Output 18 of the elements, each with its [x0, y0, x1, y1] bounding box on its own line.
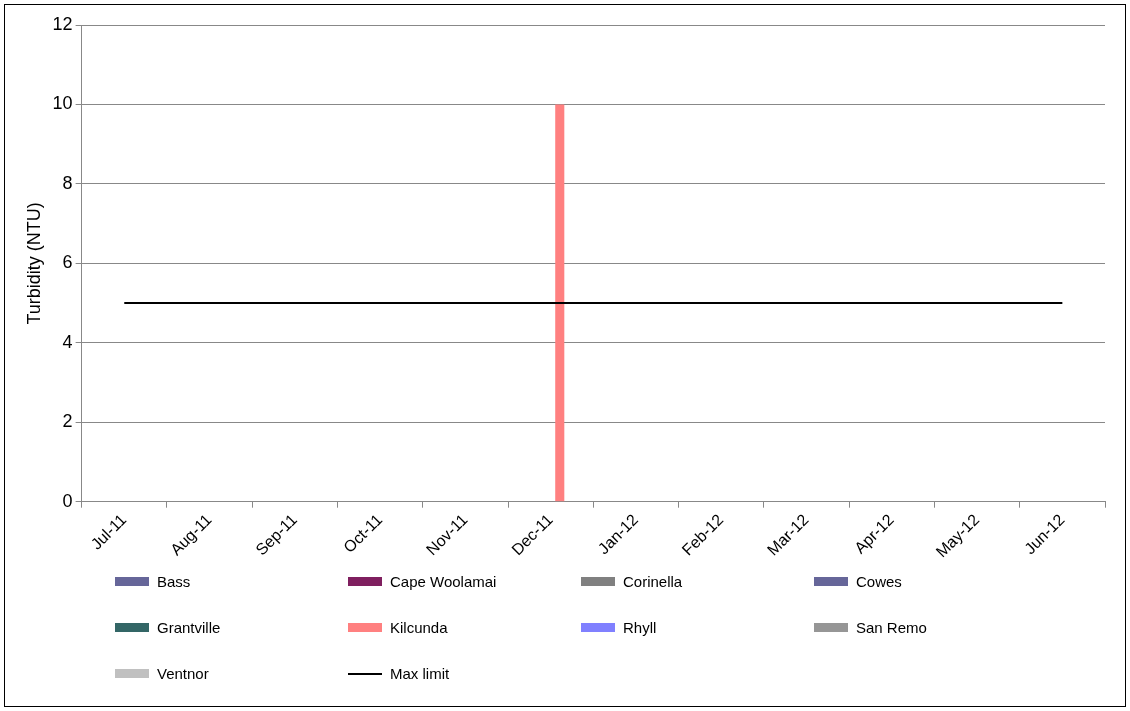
- y-tick-label: 10: [52, 93, 73, 114]
- legend-label: Max limit: [390, 665, 450, 682]
- y-axis-title: Turbidity (NTU): [23, 202, 44, 325]
- legend-label: Cowes: [856, 573, 902, 590]
- y-tick-label: 4: [62, 331, 73, 352]
- y-tick-label: 8: [62, 172, 73, 193]
- legend-label: Kilcunda: [390, 619, 448, 636]
- y-tick-label: 2: [62, 411, 73, 432]
- legend-label: Cape Woolamai: [390, 573, 497, 590]
- legend-label: San Remo: [856, 619, 927, 636]
- legend-label: Grantville: [157, 619, 221, 636]
- legend-label: Bass: [157, 573, 191, 590]
- legend-label: Ventnor: [157, 665, 209, 682]
- legend-label: Rhyll: [623, 619, 657, 636]
- y-tick-label: 0: [62, 490, 73, 511]
- legend-label: Corinella: [623, 573, 683, 590]
- y-tick-label: 12: [52, 13, 73, 34]
- y-tick-label: 6: [62, 252, 73, 273]
